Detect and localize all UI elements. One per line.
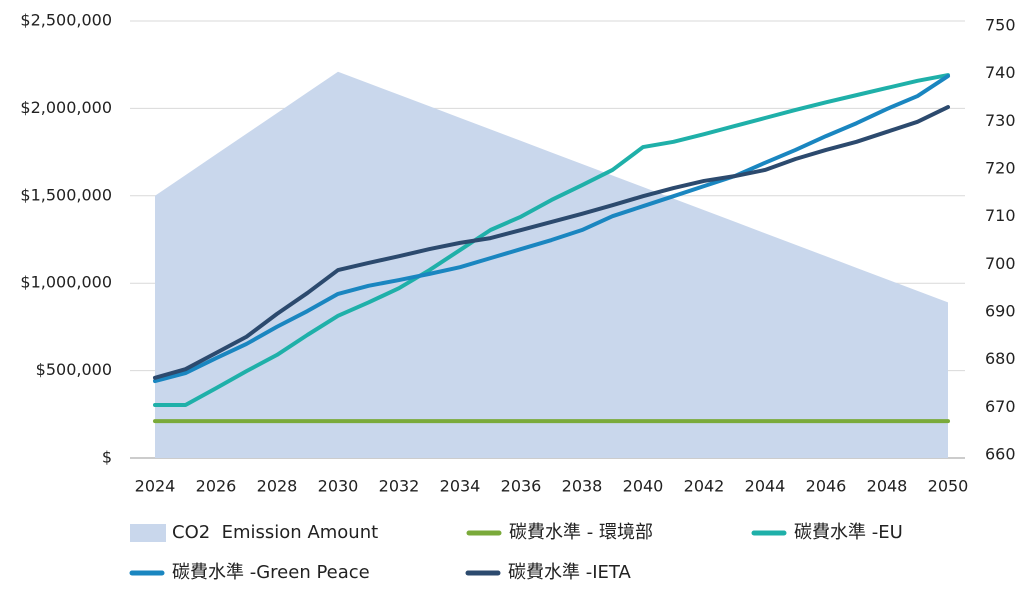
y-tick-label: $500,000 (36, 360, 112, 379)
legend: CO2 Emission Amount 碳費水準 - 環境部 碳費水準 -EU 碳費水… (129, 522, 903, 583)
x-tick-label: 2038 (562, 477, 603, 496)
plot-area: $ $500,000 $1,000,000 $1,500,000 $2,000,000 $… (20, 11, 1015, 496)
y-tick-label: $2,500,000 (20, 11, 112, 30)
legend-item: CO2 Emission Amount (130, 522, 378, 543)
line (153, 74, 950, 384)
legend-item: 碳費水準 -EU (751, 522, 903, 543)
legend-item: 碳費水準 -IETA (465, 562, 631, 583)
line (153, 73, 950, 407)
y2-tick-label: 750 (985, 16, 1016, 35)
x-tick-label: 2032 (379, 477, 420, 496)
x-tick-label: 2028 (257, 477, 298, 496)
legend-label: 碳費水準 - 環境部 (509, 522, 653, 543)
y2-tick-label: 730 (985, 111, 1016, 130)
x-tick-label: 2036 (501, 477, 542, 496)
y2-tick-label: 700 (985, 254, 1016, 273)
x-tick-label: 2030 (318, 477, 359, 496)
legend-label: 碳費水準 -Green Peace (172, 562, 370, 583)
x-tick-label: 2040 (623, 477, 664, 496)
x-tick-label: 2034 (440, 477, 481, 496)
y-tick-label: $1,000,000 (20, 273, 112, 292)
legend-label: 碳費水準 -IETA (508, 562, 631, 583)
y2-tick-label: 720 (985, 159, 1016, 178)
x-tick-label: 2024 (135, 477, 176, 496)
legend-item: 碳費水準 - 環境部 (466, 522, 653, 543)
legend-label: CO2 Emission Amount (172, 522, 378, 543)
x-tick-label: 2048 (867, 477, 908, 496)
y2-tick-label: 660 (985, 445, 1016, 464)
x-tick-label: 2042 (684, 477, 725, 496)
y-tick-label: $ (102, 448, 112, 467)
x-tick-label: 2044 (745, 477, 786, 496)
legend-item: 碳費水準 -Green Peace (129, 562, 370, 583)
y2-tick-label: 690 (985, 302, 1016, 321)
y-tick-label: $2,000,000 (20, 98, 112, 117)
y2-tick-label: 670 (985, 397, 1016, 416)
legend-label: 碳費水準 -EU (794, 522, 903, 543)
y2-tick-label: 710 (985, 206, 1016, 225)
x-tick-label: 2026 (196, 477, 237, 496)
legend-swatch (130, 524, 166, 542)
line (153, 105, 950, 380)
x-tick-label: 2050 (928, 477, 969, 496)
x-tick-label: 2046 (806, 477, 847, 496)
area (155, 71, 948, 458)
y2-tick-label: 740 (985, 63, 1016, 82)
y-tick-label: $1,500,000 (20, 185, 112, 204)
y2-tick-label: 680 (985, 349, 1016, 368)
